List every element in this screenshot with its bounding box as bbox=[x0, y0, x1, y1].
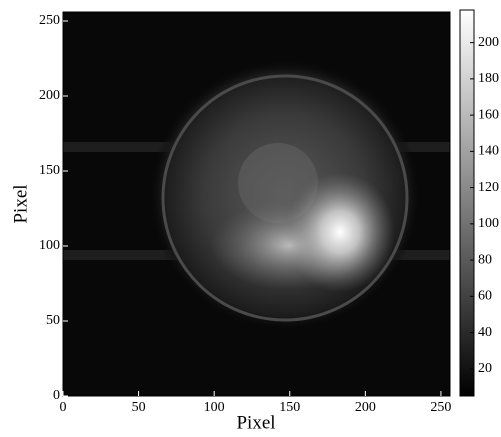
y-tick-label: 0 bbox=[53, 388, 60, 403]
y-tick-label: 50 bbox=[46, 313, 60, 328]
y-tick-label: 200 bbox=[39, 88, 60, 103]
colorbar-tick-label: 60 bbox=[478, 289, 492, 304]
colorbar bbox=[459, 9, 475, 397]
y-tick-label: 100 bbox=[39, 238, 60, 253]
x-tick-label: 200 bbox=[355, 400, 376, 415]
colorbar-tick-label: 200 bbox=[478, 35, 499, 50]
x-tick-label: 100 bbox=[204, 400, 225, 415]
x-axis-label: Pixel bbox=[236, 412, 275, 433]
y-tick-label: 150 bbox=[39, 163, 60, 178]
colorbar-tick-label: 20 bbox=[478, 361, 492, 376]
x-tick-label: 150 bbox=[279, 400, 300, 415]
x-tick-label: 0 bbox=[60, 400, 67, 415]
x-tick-label: 50 bbox=[132, 400, 146, 415]
x-tick-label: 250 bbox=[430, 400, 451, 415]
colorbar-tick-label: 140 bbox=[478, 144, 499, 159]
plot-frame bbox=[62, 11, 451, 397]
y-axis-label: Pixel bbox=[10, 184, 31, 223]
colorbar-tick-label: 40 bbox=[478, 325, 492, 340]
colorbar-tick-label: 120 bbox=[478, 180, 499, 195]
colorbar-tick-label: 80 bbox=[478, 252, 492, 267]
colorbar-tick-label: 160 bbox=[478, 107, 499, 122]
colorbar-tick-label: 100 bbox=[478, 216, 499, 231]
heatmap-image bbox=[63, 12, 450, 396]
y-tick-label: 250 bbox=[39, 13, 60, 28]
colorbar-tick-label: 180 bbox=[478, 71, 499, 86]
